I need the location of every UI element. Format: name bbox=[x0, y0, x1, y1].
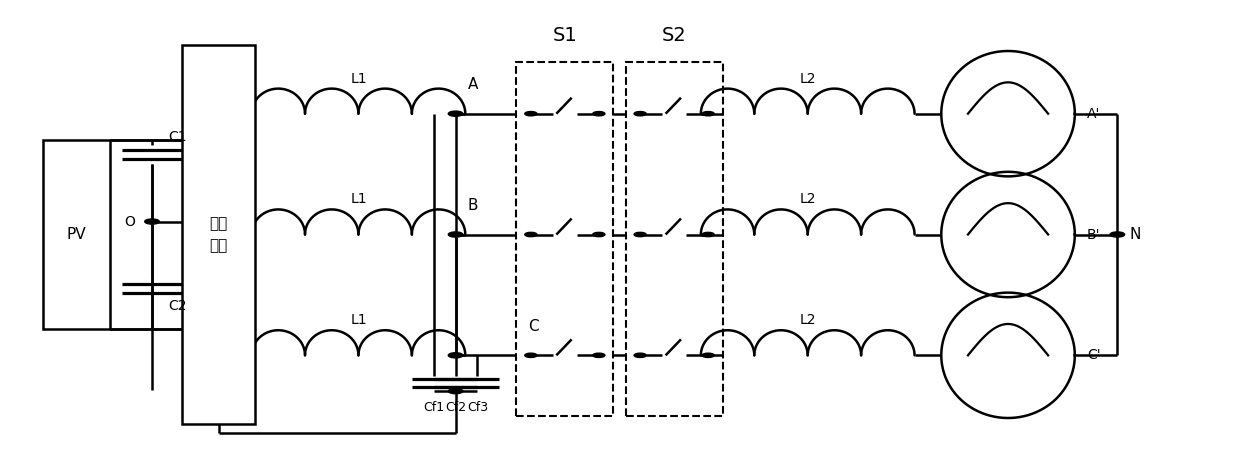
Circle shape bbox=[1110, 232, 1125, 237]
Text: L1: L1 bbox=[351, 313, 367, 327]
Circle shape bbox=[525, 232, 536, 237]
Bar bbox=[626, 62, 722, 416]
Circle shape bbox=[703, 232, 714, 237]
Circle shape bbox=[592, 353, 605, 357]
Circle shape bbox=[525, 112, 536, 116]
Bar bbox=[182, 45, 255, 424]
Circle shape bbox=[525, 353, 536, 357]
Text: 逆变
单元: 逆变 单元 bbox=[209, 216, 228, 253]
Text: B': B' bbox=[1087, 227, 1100, 242]
Bar bbox=[517, 62, 613, 416]
Text: L2: L2 bbox=[799, 72, 817, 86]
Circle shape bbox=[634, 112, 647, 116]
Circle shape bbox=[145, 219, 160, 224]
Text: L1: L1 bbox=[351, 192, 367, 206]
Bar bbox=[42, 140, 109, 329]
Text: C1: C1 bbox=[167, 130, 186, 144]
Circle shape bbox=[449, 353, 463, 358]
Text: PV: PV bbox=[67, 227, 85, 242]
Text: L1: L1 bbox=[351, 72, 367, 86]
Circle shape bbox=[592, 112, 605, 116]
Circle shape bbox=[449, 111, 463, 116]
Text: A: A bbox=[467, 77, 478, 92]
Circle shape bbox=[634, 232, 647, 237]
Text: A': A' bbox=[1087, 106, 1100, 121]
Circle shape bbox=[449, 388, 463, 393]
Circle shape bbox=[449, 232, 463, 237]
Circle shape bbox=[703, 112, 714, 116]
Text: L2: L2 bbox=[799, 313, 817, 327]
Circle shape bbox=[592, 232, 605, 237]
Circle shape bbox=[703, 353, 714, 357]
Text: C: C bbox=[528, 319, 539, 334]
Text: B: B bbox=[467, 198, 478, 213]
Text: S1: S1 bbox=[553, 26, 577, 45]
Text: Cf3: Cf3 bbox=[467, 401, 488, 414]
Circle shape bbox=[634, 353, 647, 357]
Text: O: O bbox=[124, 214, 135, 228]
Text: C2: C2 bbox=[167, 299, 186, 313]
Text: S2: S2 bbox=[662, 26, 686, 45]
Text: C': C' bbox=[1087, 348, 1100, 363]
Text: L2: L2 bbox=[799, 192, 817, 206]
Text: N: N bbox=[1130, 227, 1141, 242]
Text: Cf2: Cf2 bbox=[445, 401, 466, 414]
Text: Cf1: Cf1 bbox=[424, 401, 445, 414]
